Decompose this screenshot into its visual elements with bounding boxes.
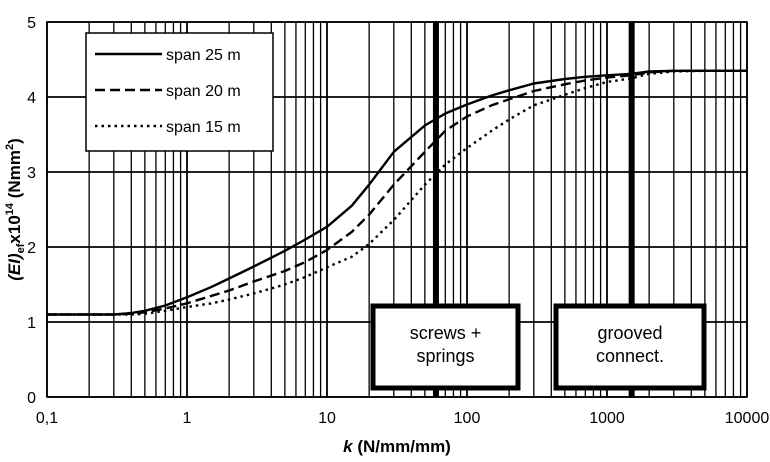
series-line bbox=[47, 69, 747, 316]
x-tick-label: 0,1 bbox=[36, 410, 58, 427]
annotation-boxes: screws + springs grooved connect. bbox=[370, 303, 707, 391]
series-line bbox=[47, 69, 747, 316]
plot-frame bbox=[46, 21, 748, 398]
x-tick-label: 1 bbox=[183, 410, 192, 427]
y-tick-label: 0 bbox=[27, 390, 36, 407]
y-tick-label: 5 bbox=[27, 15, 36, 32]
y-tick-label: 1 bbox=[27, 315, 36, 332]
series-lines bbox=[47, 69, 747, 316]
y-tick-label: 2 bbox=[27, 240, 36, 257]
y-axis-title: (EI)efx1014 (Nmm2) bbox=[4, 138, 27, 281]
annotation-box bbox=[553, 303, 707, 391]
x-axis-title: k (N/mm/mm) bbox=[343, 437, 451, 456]
series-line bbox=[47, 69, 747, 316]
legend-label: span 20 m bbox=[166, 83, 241, 100]
annotation-text: grooved bbox=[597, 323, 662, 343]
legend-label: span 25 m bbox=[166, 47, 241, 64]
annotation-text: connect. bbox=[596, 346, 664, 366]
x-tick-label: 10 bbox=[318, 410, 336, 427]
y-tick-labels: 0 1 2 3 4 5 bbox=[27, 15, 36, 407]
x-tick-labels: 0,1 1 10 100 1000 10000 bbox=[36, 410, 769, 427]
legend: span 25 m span 20 m span 15 m bbox=[85, 32, 274, 152]
x-tick-label: 10000 bbox=[725, 410, 770, 427]
y-tick-label: 3 bbox=[27, 165, 36, 182]
x-tick-label: 1000 bbox=[589, 410, 625, 427]
annotation-text: screws + bbox=[410, 323, 482, 343]
legend-box bbox=[85, 32, 274, 152]
annotation-box bbox=[370, 303, 521, 391]
legend-label: span 15 m bbox=[166, 119, 241, 136]
annotation-text: springs bbox=[416, 346, 474, 366]
y-tick-label: 4 bbox=[27, 90, 36, 107]
x-tick-label: 100 bbox=[454, 410, 481, 427]
